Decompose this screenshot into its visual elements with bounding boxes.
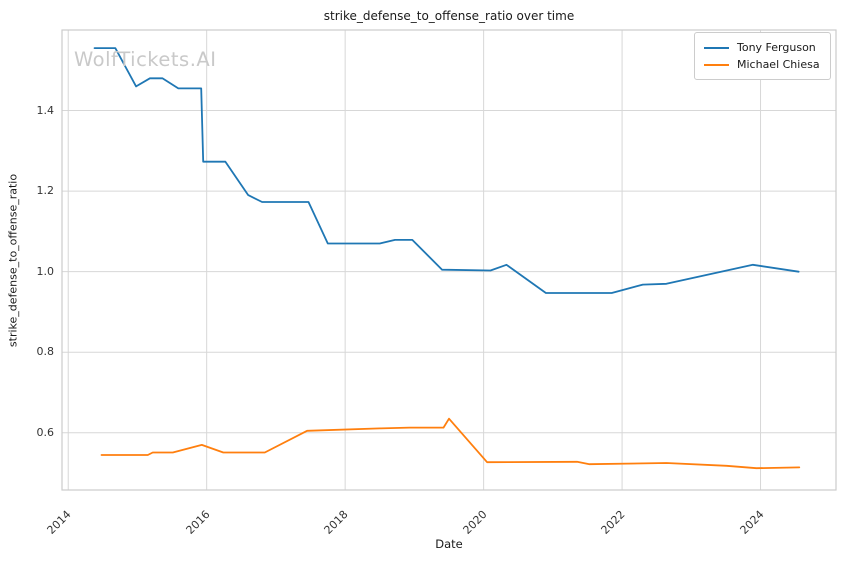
chart-title: strike_defense_to_offense_ratio over tim… <box>323 9 575 23</box>
y-tick-label-1.0: 1.0 <box>36 264 55 278</box>
legend-line-sample <box>704 63 729 66</box>
legend: Tony Ferguson Michael Chiesa <box>694 32 831 80</box>
x-axis-label: Date <box>435 537 463 551</box>
legend-label: Michael Chiesa <box>737 58 820 71</box>
series-line-tony-ferguson <box>93 47 800 294</box>
y-tick-label-1.4: 1.4 <box>36 103 55 117</box>
legend-item-michael-chiesa: Michael Chiesa <box>704 57 823 72</box>
watermark: WolfTickets.AI <box>74 48 217 71</box>
y-tick-label-0.6: 0.6 <box>36 425 55 439</box>
legend-label: Tony Ferguson <box>737 41 816 54</box>
legend-item-tony-ferguson: Tony Ferguson <box>704 40 823 55</box>
series-line-michael-chiesa <box>100 417 801 470</box>
y-tick-label-0.8: 0.8 <box>36 345 55 359</box>
y-tick-label-1.2: 1.2 <box>36 184 55 198</box>
legend-line-sample <box>704 46 729 49</box>
axes-spines <box>61 29 837 491</box>
